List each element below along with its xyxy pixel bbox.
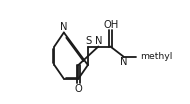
Text: S: S (85, 36, 91, 46)
Text: N: N (95, 36, 102, 46)
Text: methyl: methyl (140, 52, 173, 61)
Text: O: O (74, 84, 82, 94)
Text: N: N (120, 57, 128, 67)
Text: OH: OH (104, 20, 119, 30)
Text: N: N (60, 22, 67, 32)
